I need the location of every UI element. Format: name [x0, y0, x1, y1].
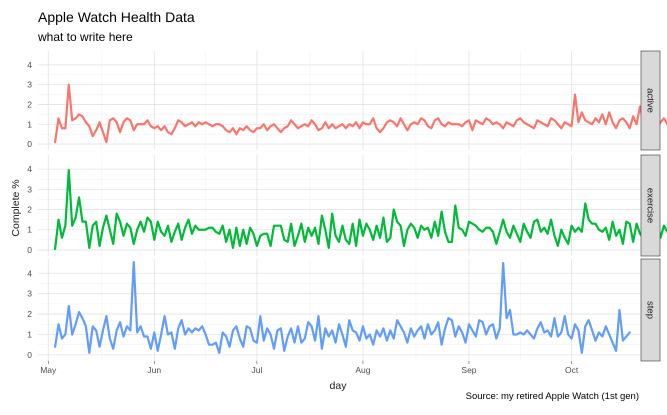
panel-background [38, 259, 640, 361]
y-tick-label: 0 [27, 245, 32, 255]
x-tick-label: Aug [355, 365, 370, 375]
y-tick-label: 2 [27, 99, 32, 109]
facet-strip-label: exercise [645, 188, 656, 223]
chart-subtitle: what to write here [38, 30, 133, 44]
x-tick-label: Oct [565, 365, 579, 375]
x-tick-label: May [40, 365, 57, 375]
panel-active: 0 1 2 3 4 active [27, 50, 667, 151]
y-tick-label: 4 [27, 164, 32, 174]
y-tick-label: 3 [27, 80, 32, 90]
y-tick-label: 1 [27, 225, 32, 235]
x-tick-label: Jun [147, 365, 161, 375]
y-axis-title: Complete % [10, 179, 22, 236]
panel-background [38, 51, 640, 150]
x-axis-title: day [330, 380, 348, 392]
y-tick-label: 1 [27, 119, 32, 129]
x-tick-label: Sep [461, 365, 476, 375]
facet-strip [640, 154, 661, 257]
facet-strip [640, 258, 661, 362]
chart-caption: Source: my retired Apple Watch (1st gen) [465, 391, 639, 402]
facet-strip [640, 50, 661, 151]
panel-exercise: 0 1 2 3 4 exercise [27, 154, 667, 257]
series-line-active [53, 83, 667, 144]
y-tick-label: 1 [27, 329, 32, 339]
facet-strip-label: active [645, 88, 656, 113]
y-tick-label: 4 [27, 60, 32, 70]
panel-step: 0 1 2 3 4 step [27, 258, 661, 362]
series-line-exercise [53, 169, 667, 251]
x-tick-label: Jul [251, 365, 262, 375]
y-tick-label: 2 [27, 309, 32, 319]
y-tick-label: 2 [27, 205, 32, 215]
y-tick-label: 3 [27, 289, 32, 299]
y-tick-label: 3 [27, 184, 32, 194]
y-tick-label: 0 [27, 139, 32, 149]
facet-strip-label: step [645, 301, 656, 319]
y-tick-label: 0 [27, 350, 32, 360]
series-line-step [53, 260, 631, 354]
y-tick-label: 4 [27, 268, 32, 278]
chart-title: Apple Watch Health Data [38, 9, 195, 25]
